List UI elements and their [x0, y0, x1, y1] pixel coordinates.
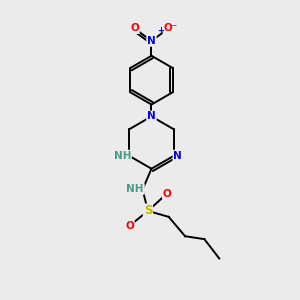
Text: O: O [163, 189, 172, 199]
Text: N: N [173, 151, 182, 160]
Text: +: + [158, 26, 164, 35]
Text: N: N [147, 111, 156, 122]
Text: S: S [144, 204, 152, 218]
Text: NH: NH [113, 151, 131, 160]
Text: NH: NH [126, 184, 144, 194]
Text: O: O [125, 221, 134, 231]
Text: N: N [147, 36, 156, 46]
Text: O⁻: O⁻ [164, 23, 178, 33]
Text: O: O [130, 23, 139, 33]
